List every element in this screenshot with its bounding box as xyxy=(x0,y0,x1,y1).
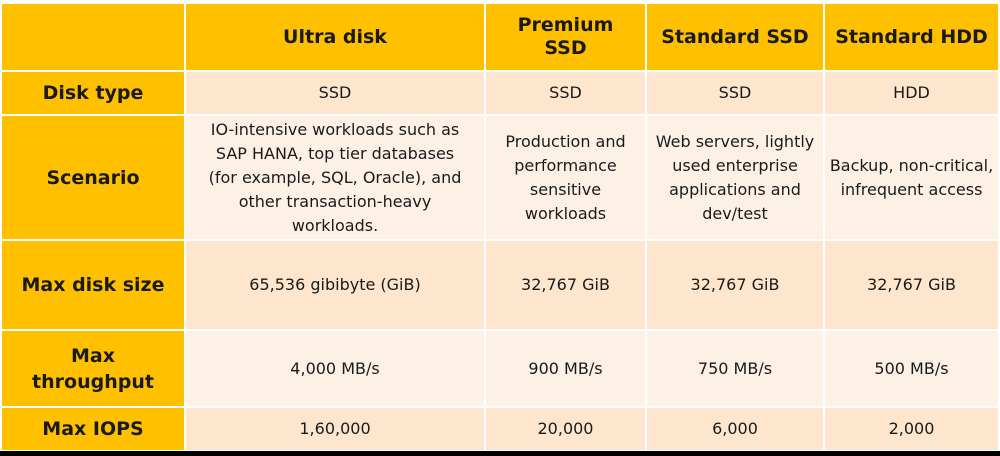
table-cell: Production and performance sensitive wor… xyxy=(484,114,647,241)
row-label: Max disk size xyxy=(0,239,186,331)
row-label: Max throughput xyxy=(0,329,186,408)
table-row-scenario: Scenario IO-intensive workloads such as … xyxy=(0,114,1000,241)
row-label: Scenario xyxy=(0,114,186,241)
table-cell: 4,000 MB/s xyxy=(184,329,486,408)
table-row-max-throughput: Max throughput 4,000 MB/s 900 MB/s 750 M… xyxy=(0,329,1000,408)
table-cell: Backup, non-critical, infrequent access xyxy=(823,114,1000,241)
header-premium-ssd-label: Premium SSD xyxy=(517,14,614,59)
table-cell: 900 MB/s xyxy=(484,329,647,408)
table-cell: IO-intensive workloads such as SAP HANA,… xyxy=(184,114,486,241)
row-label: Max IOPS xyxy=(0,406,186,452)
header-ultra-disk: Ultra disk xyxy=(184,2,486,72)
table-cell: 32,767 GiB xyxy=(484,239,647,331)
row-label-text: Max throughput xyxy=(32,344,154,393)
table-cell: 500 MB/s xyxy=(823,329,1000,408)
table-cell: 32,767 GiB xyxy=(645,239,825,331)
cell-text: Production and performance sensitive wor… xyxy=(505,131,626,223)
cell-text: Web servers, lightly used enterprise app… xyxy=(655,131,815,223)
table-cell: HDD xyxy=(823,70,1000,116)
table-cell: Web servers, lightly used enterprise app… xyxy=(645,114,825,241)
header-standard-ssd: Standard SSD xyxy=(645,2,825,72)
table-cell: SSD xyxy=(484,70,647,116)
table-row-disk-type: Disk type SSD SSD SSD HDD xyxy=(0,70,1000,116)
table-cell: 20,000 xyxy=(484,406,647,452)
cell-text: IO-intensive workloads such as SAP HANA,… xyxy=(208,119,462,235)
cell-text: Backup, non-critical, infrequent access xyxy=(829,155,994,199)
header-corner xyxy=(0,2,186,72)
table-cell: SSD xyxy=(184,70,486,116)
table-cell: 6,000 xyxy=(645,406,825,452)
header-premium-ssd: Premium SSD xyxy=(484,2,647,72)
table-cell: 65,536 gibibyte (GiB) xyxy=(184,239,486,331)
table-cell: 32,767 GiB xyxy=(823,239,1000,331)
table-cell: 750 MB/s xyxy=(645,329,825,408)
row-label: Disk type xyxy=(0,70,186,116)
bottom-border xyxy=(0,451,1000,456)
table-cell: SSD xyxy=(645,70,825,116)
table-cell: 1,60,000 xyxy=(184,406,486,452)
table-row-max-iops: Max IOPS 1,60,000 20,000 6,000 2,000 xyxy=(0,406,1000,452)
table-row-max-disk-size: Max disk size 65,536 gibibyte (GiB) 32,7… xyxy=(0,239,1000,331)
table-cell: 2,000 xyxy=(823,406,1000,452)
header-standard-hdd: Standard HDD xyxy=(823,2,1000,72)
header-row: Ultra disk Premium SSD Standard SSD Stan… xyxy=(0,2,1000,72)
